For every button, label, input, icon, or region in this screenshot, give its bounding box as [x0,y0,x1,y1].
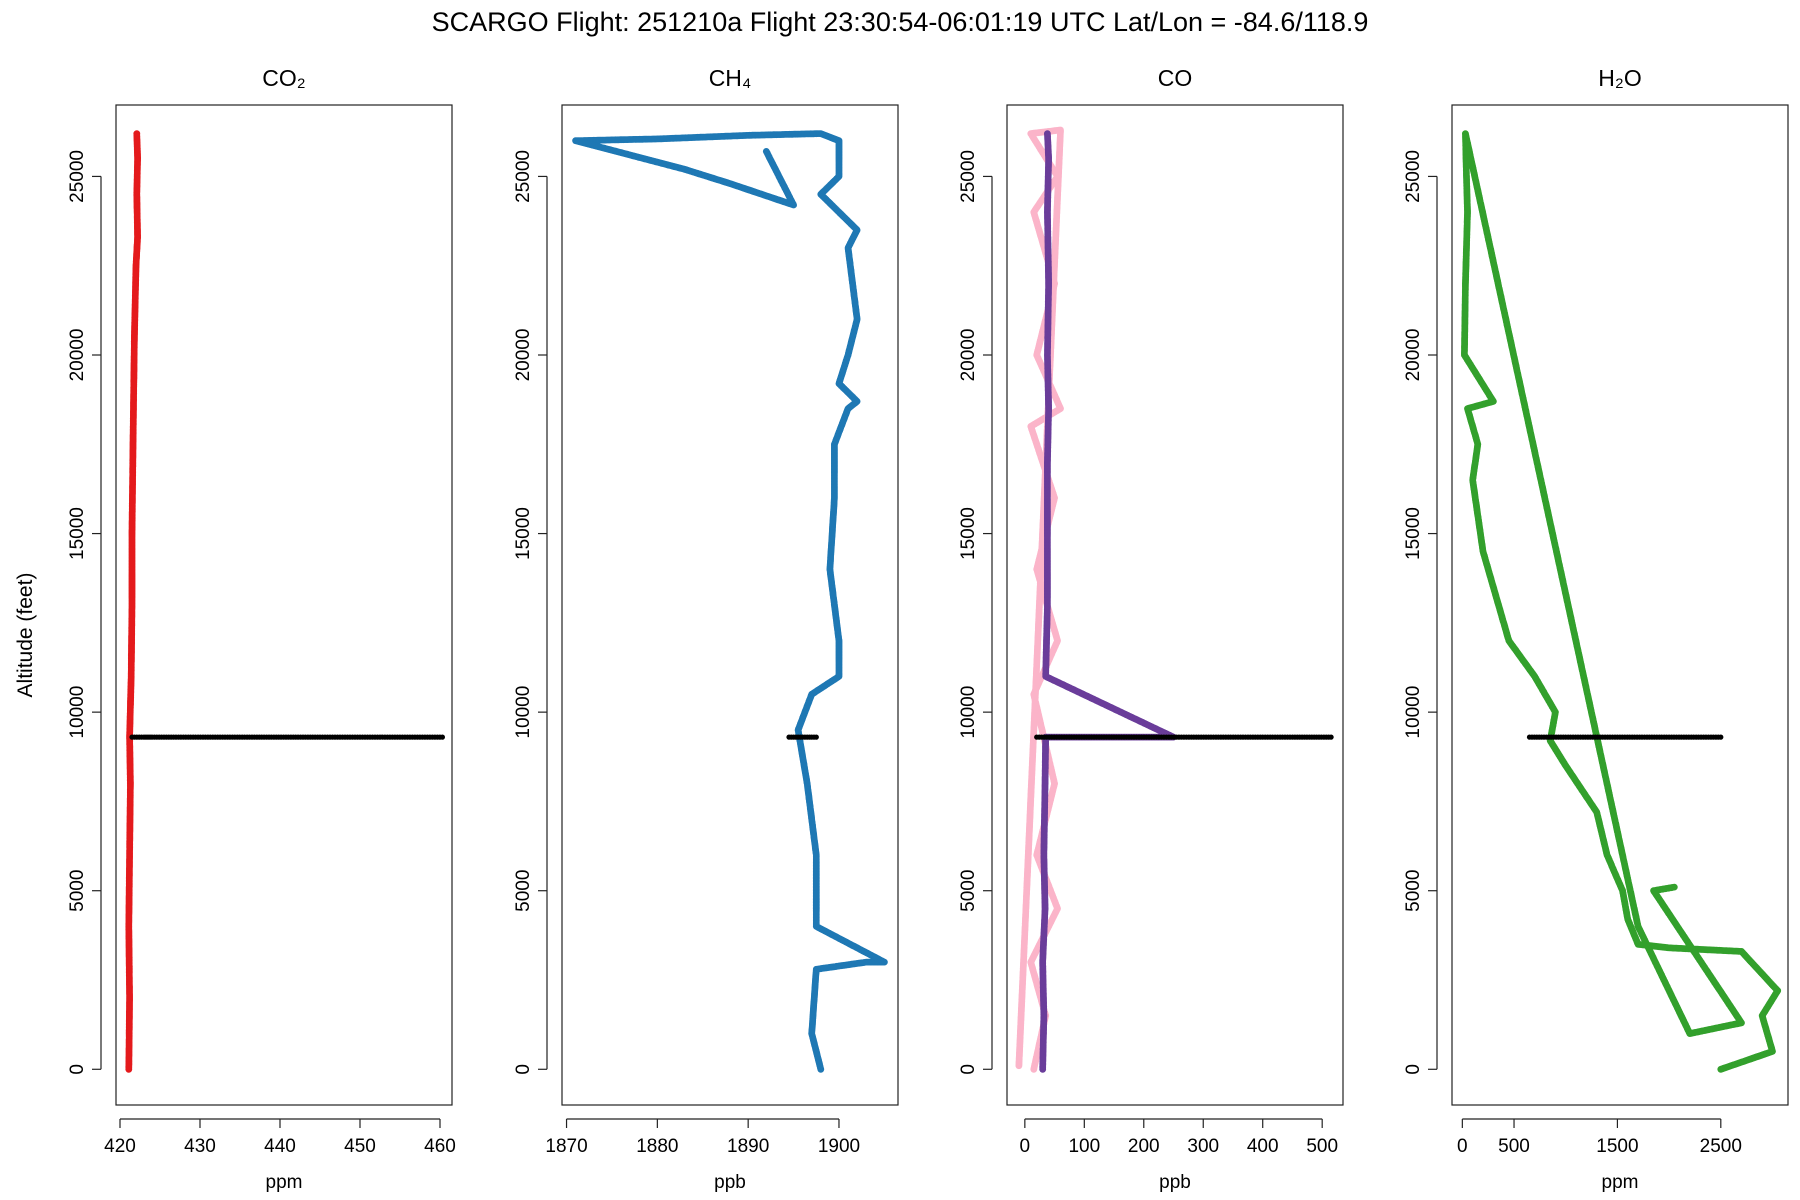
y-tick-label: 25000 [513,150,534,203]
x-tick-label: 0 [1020,1136,1031,1157]
y-tick-label: 10000 [958,686,979,739]
y-tick-label: 0 [513,1064,534,1075]
series-3 [1034,734,1334,740]
y-tick-label: 15000 [67,507,88,560]
y-tick-label: 0 [67,1064,88,1075]
y-tick-label: 10000 [67,686,88,739]
y-tick-label: 20000 [958,329,979,382]
y-tick-label: 20000 [513,329,534,382]
x-tick-label: 200 [1128,1136,1160,1157]
data-point [813,734,819,740]
y-tick-label: 10000 [513,686,534,739]
x-axis: 1870 1880 1890 1900 [545,1118,860,1157]
data-point [1328,734,1334,740]
x-tick-label: 450 [344,1136,376,1157]
y-tick-label: 20000 [67,329,88,382]
x-tick-label: 500 [1306,1136,1338,1157]
panel-2: CH₄ 1870 1880 1890 1900 ppb 0 5000 10000 15000 200… [513,65,899,1193]
series-2 [786,734,819,740]
panel-title: CH₄ [709,65,752,91]
x-tick-label: 1900 [818,1136,860,1157]
x-axis-label: ppb [714,1172,746,1193]
x-axis: 0 100 200 300 400 500 [1020,1118,1338,1157]
y-tick-label: 25000 [958,150,979,203]
x-tick-label: 1880 [636,1136,678,1157]
x-tick-label: 1890 [727,1136,769,1157]
y-tick-label: 25000 [67,150,88,203]
series-1 [1015,126,1064,1073]
x-tick-label: 440 [264,1136,296,1157]
y-axis: 0 5000 10000 15000 20000 25000 [958,150,993,1075]
data-point [133,130,141,138]
y-tick-label: 15000 [958,507,979,560]
y-tick-label: 5000 [958,870,979,912]
x-tick-label: 430 [184,1136,216,1157]
y-tick-label: 5000 [67,870,88,912]
x-tick-label: 460 [424,1136,456,1157]
x-tick-label: 300 [1187,1136,1219,1157]
series-2 [129,734,445,740]
panel-title: CO₂ [262,65,305,91]
series-2 [1039,130,1177,1073]
y-tick-label: 5000 [513,870,534,912]
y-axis-label: Altitude (feet) [14,573,37,698]
panel-3: CO 0 100 200 300 400 500 ppb 0 5000 10000 15000 2000… [958,65,1344,1193]
y-tick-label: 15000 [513,507,534,560]
x-axis-label: ppm [266,1172,303,1193]
plot-frame [115,104,453,1106]
x-axis-label: ppb [1159,1172,1191,1193]
panel-title: CO [1158,65,1193,91]
series-1 [1461,130,1782,1073]
data-point [762,148,770,155]
x-axis: 420 430 440 450 460 [104,1118,456,1157]
data-point [1044,130,1051,138]
y-tick-label: 0 [958,1064,979,1075]
x-tick-label: 420 [104,1136,136,1157]
data-point [1015,1062,1023,1070]
series-1 [125,130,142,1073]
data-point [439,734,445,740]
x-tick-label: 400 [1247,1136,1279,1157]
figure-title: SCARGO Flight: 251210a Flight 23:30:54-0… [432,7,1369,37]
y-axis: 0 5000 10000 15000 20000 25000 [67,150,102,1075]
y-axis: 0 5000 10000 15000 20000 25000 [513,150,548,1075]
x-tick-label: 100 [1068,1136,1100,1157]
panel-1: CO₂ 420 430 440 450 460 ppm 0 5000 10000 15000 2000… [67,65,456,1193]
series-1 [572,130,888,1073]
x-tick-label: 1870 [545,1136,587,1157]
